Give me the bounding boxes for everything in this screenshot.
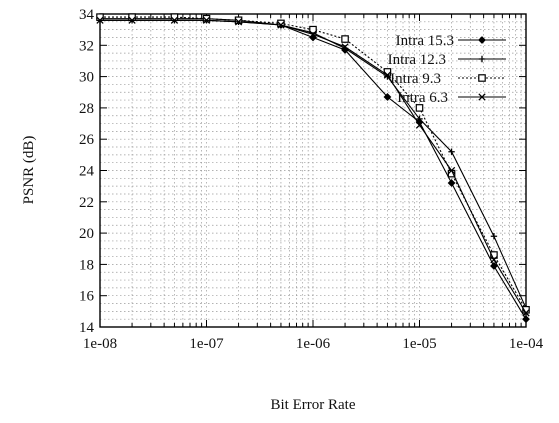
y-tick-label: 34	[79, 7, 95, 23]
y-tick-label: 26	[79, 132, 95, 148]
series-intra-15-3	[96, 14, 530, 324]
y-tick-label: 24	[79, 164, 95, 180]
x-axis-title: Bit Error Rate	[271, 397, 356, 413]
x-tick-label: 1e-04	[509, 336, 544, 352]
data-point-intra-6-3	[309, 30, 317, 39]
data-point-intra-6-3	[277, 21, 285, 29]
y-tick-label: 22	[79, 195, 94, 211]
legend-entry-intra-15-3: Intra 15.3	[396, 33, 506, 49]
data-point-intra-12-3	[490, 233, 498, 240]
legend-marker	[478, 55, 486, 63]
data-point-intra-6-3	[522, 309, 530, 317]
y-tick-label: 14	[79, 320, 95, 336]
data-point-intra-9-3	[490, 251, 498, 259]
data-point-intra-15-3	[490, 262, 498, 270]
data-point-intra-6-3	[128, 16, 136, 24]
data-point-intra-12-3	[416, 115, 423, 123]
x-tick-label: 1e-06	[296, 336, 331, 352]
data-point-intra-6-3	[490, 256, 498, 264]
data-point-intra-15-3	[522, 315, 530, 324]
legend-marker	[478, 74, 486, 82]
legend: Intra 15.3 Intra 12.3 Intra 9.3 Intra 6.3	[388, 33, 506, 106]
data-point-intra-9-3	[309, 25, 317, 34]
data-point-intra-6-3	[341, 43, 349, 51]
legend-entry-intra-12-3: Intra 12.3	[388, 52, 506, 68]
data-point-intra-6-3	[415, 121, 424, 129]
data-point-intra-6-3	[234, 18, 243, 26]
data-point-intra-9-3	[341, 35, 349, 43]
x-tick-label: 1e-05	[402, 336, 436, 352]
y-tick-label: 32	[79, 38, 94, 54]
data-point-intra-9-3	[202, 14, 211, 23]
series-intra-6-3	[96, 16, 530, 317]
data-point-intra-9-3	[415, 104, 424, 112]
data-point-intra-12-3	[448, 148, 455, 155]
legend-label: Intra 15.3	[396, 33, 454, 49]
axis-ticks: 1e-08 1e-07 1e-06 1e-05 1e-04 14 16 18 20 22 24 26 2…	[79, 7, 544, 352]
x-tick-label: 1e-07	[189, 336, 224, 352]
data-point-intra-6-3	[170, 16, 179, 24]
data-point-intra-9-3	[277, 19, 285, 28]
data-point-intra-6-3	[383, 71, 392, 79]
y-tick-label: 16	[79, 289, 95, 305]
legend-label: Intra 6.3	[397, 90, 448, 106]
legend-label: Intra 9.3	[390, 71, 441, 87]
series-lines	[96, 13, 530, 324]
y-tick-label: 20	[79, 226, 94, 242]
data-point-intra-15-3	[383, 93, 392, 101]
y-tick-label: 28	[79, 101, 94, 117]
data-point-intra-15-3	[447, 179, 456, 187]
data-point-intra-9-3	[234, 16, 243, 25]
data-point-intra-6-3	[96, 16, 104, 24]
grid	[99, 14, 526, 327]
x-tick-label: 1e-08	[83, 336, 117, 352]
data-point-intra-6-3	[202, 16, 211, 24]
legend-label: Intra 12.3	[388, 52, 446, 68]
legend-entry-intra-6-3: Intra 6.3	[397, 90, 506, 106]
legend-marker	[478, 36, 486, 44]
y-axis-title: PSNR (dB)	[21, 136, 37, 205]
data-point-intra-6-3	[447, 166, 456, 175]
y-tick-label: 18	[79, 257, 94, 273]
legend-entry-intra-9-3: Intra 9.3	[390, 71, 506, 87]
y-tick-label: 30	[79, 70, 94, 86]
legend-marker	[478, 93, 486, 101]
